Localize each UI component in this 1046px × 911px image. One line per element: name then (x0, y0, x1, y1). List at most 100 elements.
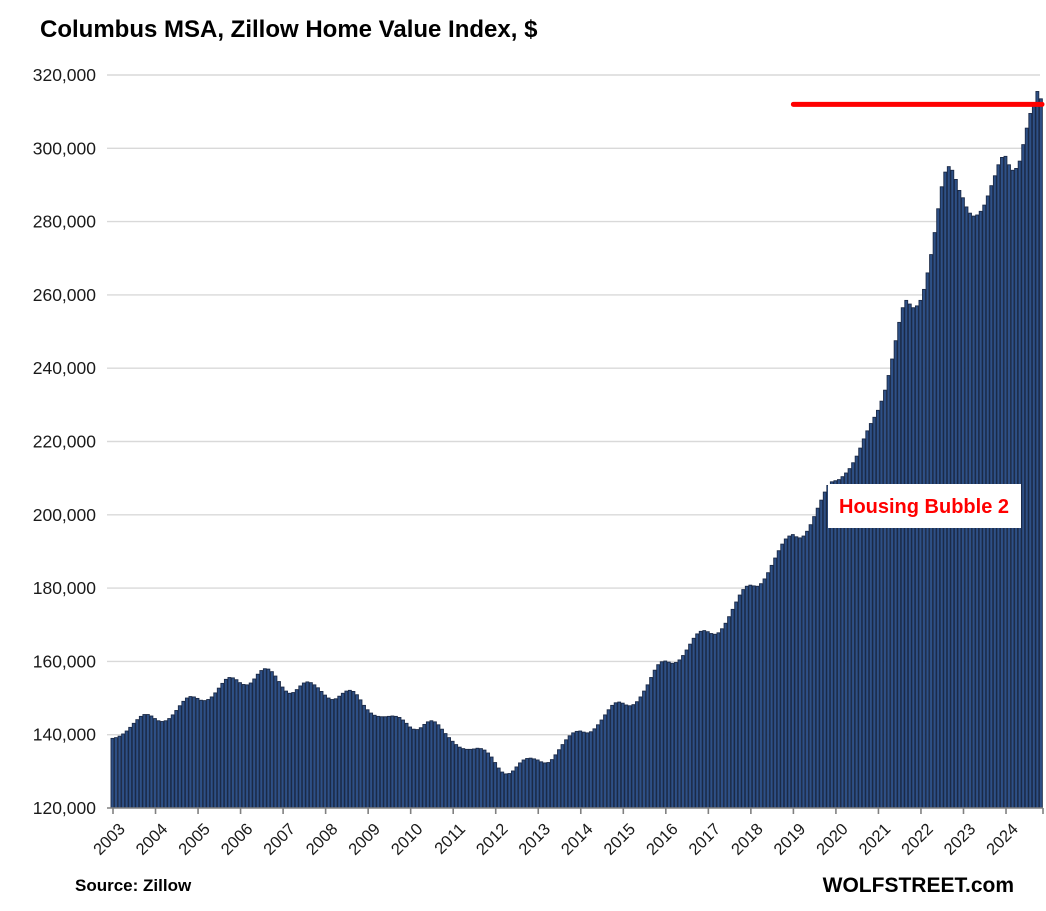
bar (450, 740, 455, 809)
bar (528, 757, 533, 809)
bar (457, 746, 462, 809)
bar (539, 761, 544, 809)
bar (479, 748, 483, 809)
bar (436, 724, 441, 809)
bar (911, 307, 916, 809)
bar (347, 689, 352, 809)
y-axis-labels: 120,000 140,000 160,000 180,000 200,000 220,0… (33, 65, 97, 818)
bar (365, 709, 370, 809)
bar (826, 485, 831, 809)
bar (560, 744, 565, 809)
bar (351, 691, 356, 809)
bar (121, 733, 125, 809)
bar (379, 716, 384, 809)
bar (383, 716, 388, 809)
bar (369, 712, 374, 809)
bar (822, 491, 827, 809)
gridlines (107, 74, 1040, 736)
y-tick-label: 300,000 (33, 138, 97, 158)
bar (730, 608, 735, 809)
bar (117, 735, 122, 809)
bar (309, 682, 313, 809)
annotation-box (828, 484, 1021, 528)
bar (712, 633, 717, 809)
bar (698, 630, 703, 809)
bar (145, 714, 150, 809)
x-tick-label: 2024 (983, 820, 1022, 859)
bar (557, 749, 561, 809)
x-tick-label: 2003 (90, 820, 129, 859)
bar (1024, 127, 1029, 809)
bar (425, 721, 430, 809)
bar (542, 762, 547, 809)
bar (606, 709, 611, 809)
bar (670, 662, 675, 809)
bar (128, 726, 133, 809)
annotation-text: Housing Bubble 2 (839, 496, 1009, 518)
bar (564, 739, 568, 809)
bar (397, 717, 402, 809)
bar (886, 375, 891, 809)
bar (883, 389, 887, 809)
bar (922, 288, 926, 809)
bar (549, 759, 554, 809)
bar (390, 715, 395, 809)
bar (199, 699, 203, 809)
x-tick-label: 2009 (345, 820, 384, 859)
bar (1031, 102, 1036, 809)
bar (684, 649, 689, 809)
bar (755, 585, 760, 809)
bar (277, 681, 281, 809)
x-tick-label: 2020 (813, 820, 852, 859)
bar (720, 628, 724, 809)
bar (135, 719, 140, 809)
bar (241, 684, 246, 809)
bar (585, 732, 590, 809)
bar (875, 409, 880, 809)
bar (192, 696, 196, 809)
x-axis-labels: 2003 2004 2005 2006 2007 2008 2009 2010 2011 2012… (90, 820, 1022, 859)
bar (266, 668, 271, 809)
bar (578, 730, 583, 809)
x-tick-label: 2019 (771, 820, 810, 859)
bar (177, 705, 182, 809)
bar (642, 690, 646, 809)
bar (532, 758, 537, 809)
bar (138, 715, 143, 809)
bar (440, 728, 444, 809)
bar (635, 701, 639, 809)
x-tick-label: 2012 (473, 820, 512, 859)
bar (486, 752, 490, 809)
bar (723, 622, 728, 809)
bar (868, 423, 873, 809)
x-tick-label: 2005 (175, 820, 214, 859)
bar (433, 721, 437, 809)
bar (167, 718, 172, 809)
bar (238, 682, 242, 809)
bar (507, 773, 512, 809)
source-note: Source: Zillow (75, 876, 192, 895)
bar (766, 572, 770, 809)
monthly-bars (110, 91, 1043, 809)
x-tick-label: 2014 (558, 820, 597, 859)
bar (645, 684, 650, 809)
bar (907, 303, 912, 809)
bar (340, 692, 345, 809)
bar (401, 719, 405, 809)
bar (893, 340, 898, 809)
bar (287, 692, 292, 809)
bar (510, 770, 515, 809)
bar (649, 677, 654, 809)
bar (443, 733, 448, 809)
bar (751, 585, 756, 809)
bar (716, 632, 721, 809)
bar (603, 714, 607, 809)
bar (259, 670, 264, 809)
bar (819, 499, 824, 809)
x-tick-label: 2011 (431, 820, 469, 858)
bar (581, 731, 586, 809)
bar (535, 759, 540, 809)
y-tick-label: 180,000 (33, 578, 97, 598)
bar (188, 696, 193, 809)
bar (213, 692, 218, 809)
